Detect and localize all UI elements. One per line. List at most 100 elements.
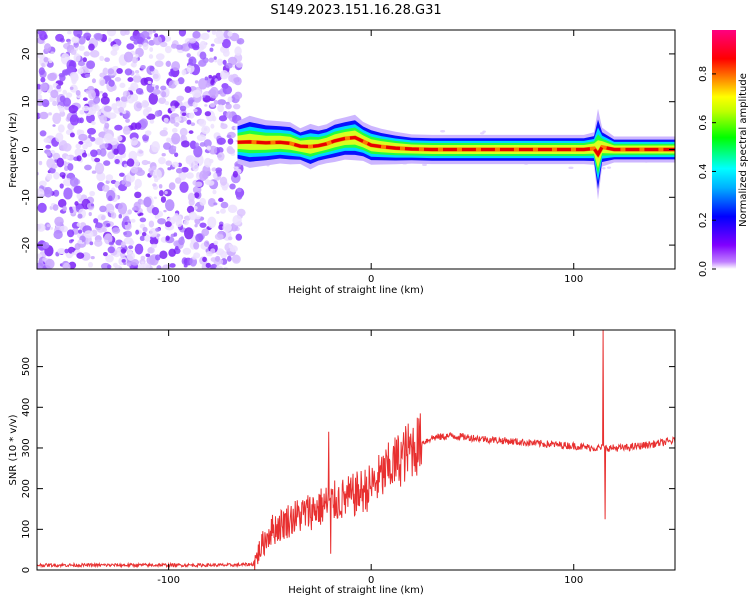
noise-speckle [185, 172, 194, 179]
snr-x-label: Height of straight line (km) [288, 585, 424, 596]
noise-speckle [232, 214, 242, 226]
noise-speckle [216, 211, 220, 214]
noise-speckle [82, 105, 90, 112]
noise-speckle [142, 134, 149, 142]
noise-speckle [59, 110, 66, 117]
noise-speckle [110, 49, 118, 56]
noise-speckle [50, 51, 55, 55]
noise-speckle [63, 187, 73, 200]
noise-speckle [62, 262, 71, 269]
noise-speckle [179, 127, 188, 137]
noise-speckle [69, 208, 74, 214]
noise-speckle [227, 236, 233, 241]
noise-speckle [88, 211, 92, 217]
noise-speckle [221, 38, 231, 49]
noise-speckle [78, 229, 83, 234]
noise-speckle [218, 231, 223, 235]
noise-speckle [221, 185, 228, 191]
noise-speckle [45, 144, 52, 149]
noise-speckle [106, 30, 117, 37]
noise-speckle [78, 140, 84, 145]
noise-speckle [203, 240, 210, 247]
noise-speckle [50, 89, 59, 99]
noise-speckle [139, 235, 146, 242]
colorbar-tick-label: 0.0 [698, 261, 709, 277]
spectrogram-x-label: Height of straight line (km) [288, 285, 424, 296]
noise-speckle [179, 181, 189, 193]
noise-speckle [52, 112, 62, 124]
noise-speckle [193, 192, 200, 199]
noise-speckle [120, 248, 127, 254]
noise-speckle [160, 41, 168, 48]
noise-speckle [149, 47, 154, 52]
noise-speckle [77, 61, 85, 67]
noise-speckle [75, 143, 82, 149]
noise-speckle [37, 94, 43, 101]
noise-speckle [110, 212, 117, 219]
noise-speckle [214, 255, 221, 262]
noise-speckle [188, 112, 195, 119]
noise-speckle [169, 263, 176, 268]
noise-speckle [161, 91, 167, 98]
noise-speckle [62, 205, 67, 212]
noise-speckle [147, 80, 152, 84]
noise-speckle [106, 264, 112, 269]
spectrogram-y-tick-label: -20 [21, 237, 32, 253]
noise-speckle [59, 183, 64, 189]
noise-speckle [37, 171, 40, 176]
noise-speckle [142, 42, 149, 51]
noise-speckle [209, 102, 216, 108]
noise-speckle [235, 192, 243, 200]
noise-speckle [77, 68, 84, 75]
noise-speckle [94, 162, 105, 175]
spectrogram-y-tick-label: 10 [21, 95, 32, 108]
noise-speckle [141, 159, 149, 166]
noise-speckle [58, 105, 65, 113]
noise-speckle [200, 32, 210, 41]
noise-speckle [165, 60, 172, 67]
noise-speckle [138, 43, 142, 48]
noise-speckle [39, 111, 49, 120]
noise-speckle [135, 54, 139, 58]
noise-speckle [107, 246, 116, 254]
noise-speckle [148, 54, 154, 59]
noise-speckle [90, 256, 95, 260]
noise-speckle [192, 108, 198, 113]
noise-speckle [171, 127, 178, 133]
noise-speckle [163, 117, 169, 123]
noise-speckle [227, 31, 233, 37]
noise-speckle [160, 85, 167, 91]
noise-speckle [217, 152, 225, 161]
noise-speckle [116, 143, 126, 155]
noise-speckle [226, 255, 232, 262]
snr-y-tick-label: 300 [21, 438, 32, 457]
noise-speckle [76, 129, 83, 136]
noise-speckle [138, 150, 144, 154]
noise-speckle [220, 201, 229, 209]
snr-x-tick-label: 0 [368, 575, 374, 586]
noise-speckle [183, 264, 188, 268]
noise-speckle [93, 32, 103, 40]
snr-y-tick-label: 200 [21, 479, 32, 498]
noise-speckle [227, 148, 235, 155]
noise-speckle [220, 123, 228, 130]
noise-speckle [211, 115, 217, 122]
noise-speckle [165, 199, 175, 212]
noise-speckle [60, 172, 64, 176]
noise-speckle [163, 209, 167, 213]
noise-speckle [90, 203, 95, 207]
noise-speckle [80, 194, 88, 201]
colorbar-label: Normalized spectral amplitude [738, 73, 749, 227]
noise-speckle [181, 166, 189, 173]
noise-speckle [159, 129, 168, 137]
noise-speckle [219, 176, 228, 186]
noise-speckle [99, 90, 103, 94]
noise-speckle [213, 100, 219, 105]
noise-speckle [225, 62, 233, 69]
noise-speckle [218, 115, 228, 122]
spectrogram-y-label: Frequency (Hz) [8, 112, 19, 188]
noise-speckle [118, 214, 123, 219]
noise-speckle [37, 262, 44, 269]
